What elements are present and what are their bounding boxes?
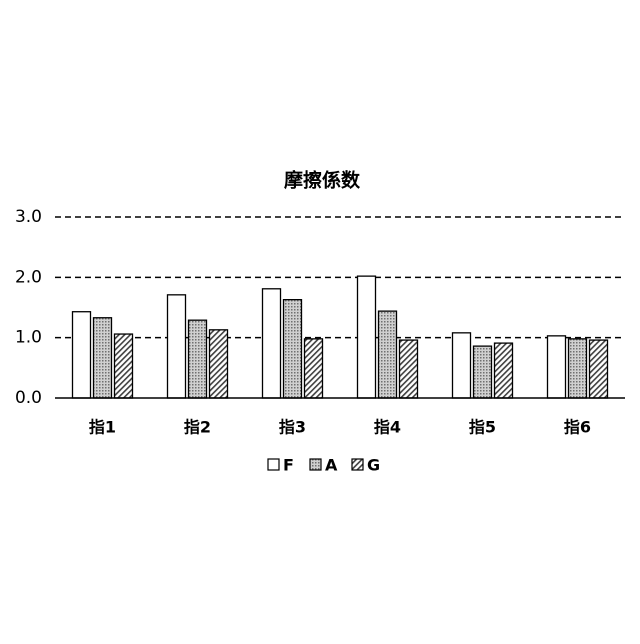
- legend-swatch: [310, 459, 321, 470]
- chart: 摩擦係数 0.0 1.0 2.0 3.0 指1 指2 指3 指4 指5 指6 F A G: [0, 0, 640, 640]
- x-tick-label: 指1: [89, 418, 116, 437]
- y-tick-label: 0.0: [15, 388, 42, 408]
- legend-swatch: [268, 459, 279, 470]
- bar: [189, 320, 207, 398]
- x-tick-label: 指2: [184, 418, 211, 437]
- bar: [590, 340, 608, 398]
- bar: [168, 295, 186, 398]
- bar: [400, 340, 418, 398]
- chart-title: 摩擦係数: [284, 169, 361, 192]
- y-tick-label: 3.0: [15, 207, 42, 227]
- x-tick-label: 指5: [469, 418, 496, 437]
- x-tick-label: 指4: [374, 418, 401, 437]
- bar: [284, 300, 302, 398]
- page: {"chart_data":{"type":"bar","title":"摩擦係…: [0, 0, 640, 644]
- bar: [94, 318, 112, 398]
- bar: [73, 312, 91, 398]
- bar: [569, 339, 587, 398]
- bar: [548, 336, 566, 398]
- bar: [495, 343, 513, 398]
- legend-label: F: [283, 456, 294, 475]
- legend-label: A: [325, 456, 338, 475]
- bar: [358, 276, 376, 398]
- bar: [379, 311, 397, 398]
- bar: [115, 334, 133, 398]
- x-tick-label: 指3: [279, 418, 306, 437]
- bar: [210, 330, 228, 398]
- bar: [453, 333, 471, 398]
- bar: [263, 289, 281, 398]
- y-tick-label: 2.0: [15, 267, 42, 287]
- x-tick-label: 指6: [564, 418, 591, 437]
- bar: [474, 346, 492, 398]
- bar: [305, 339, 323, 398]
- legend-swatch: [352, 459, 363, 470]
- legend-label: G: [367, 456, 380, 475]
- y-tick-label: 1.0: [15, 328, 42, 348]
